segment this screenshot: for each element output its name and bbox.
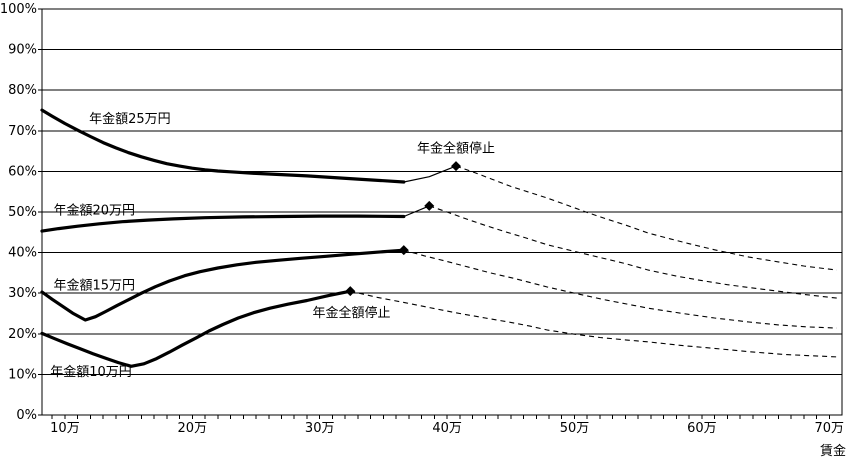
y-tick-label: 50% — [8, 205, 37, 220]
pension-250k-stop-marker-diamond — [451, 161, 462, 172]
pension-200k-stop-marker-diamond — [424, 200, 435, 211]
pension-250k-projection-line — [455, 165, 837, 271]
pension-100k-label: 年金額10万円 — [50, 364, 132, 380]
pension-150k-projection-line — [403, 249, 837, 329]
x-tick-label: 20万 — [178, 421, 208, 436]
pension-200k-projection-line — [429, 205, 837, 299]
x-tick-label: 70万 — [814, 421, 844, 436]
pension-150k-line — [40, 248, 406, 322]
full-stop-bottom-annotation: 年金全額停止 — [313, 305, 391, 321]
y-tick-label: 70% — [8, 124, 37, 139]
pension-100k-projection-line — [350, 290, 837, 358]
pension-200k-transition-line — [403, 205, 430, 218]
x-tick-label: 40万 — [432, 421, 462, 436]
pension-100k-stop-marker-diamond — [345, 286, 356, 297]
x-tick-label: 50万 — [560, 421, 590, 436]
pension-250k-line — [40, 108, 406, 184]
y-tick-label: 20% — [8, 327, 37, 342]
plot-border — [41, 8, 843, 416]
x-tick-label: 10万 — [50, 421, 80, 436]
full-stop-top-annotation: 年金全額停止 — [417, 141, 495, 157]
x-tick-label: 30万 — [305, 421, 335, 436]
pension-250k-label: 年金額25万円 — [89, 111, 171, 127]
x-tick-label: 60万 — [687, 421, 717, 436]
x-axis-title: 賃金 — [820, 443, 846, 459]
y-tick-label: 40% — [8, 246, 37, 261]
pension-150k-label: 年金額15万円 — [53, 277, 135, 293]
y-tick-label: 30% — [8, 286, 37, 301]
y-tick-label: 0% — [16, 408, 37, 423]
pension-200k-line — [40, 214, 406, 233]
pension-250k-transition-line — [403, 165, 457, 183]
y-tick-label: 90% — [8, 43, 37, 58]
y-tick-label: 60% — [8, 164, 37, 179]
pension-100k-line — [40, 289, 352, 368]
y-tick-label: 100% — [0, 2, 37, 17]
y-tick-label: 80% — [8, 83, 37, 98]
pension-200k-label: 年金額20万円 — [53, 202, 135, 218]
y-tick-label: 10% — [8, 367, 37, 382]
pension-150k-stop-marker-diamond — [398, 245, 409, 256]
